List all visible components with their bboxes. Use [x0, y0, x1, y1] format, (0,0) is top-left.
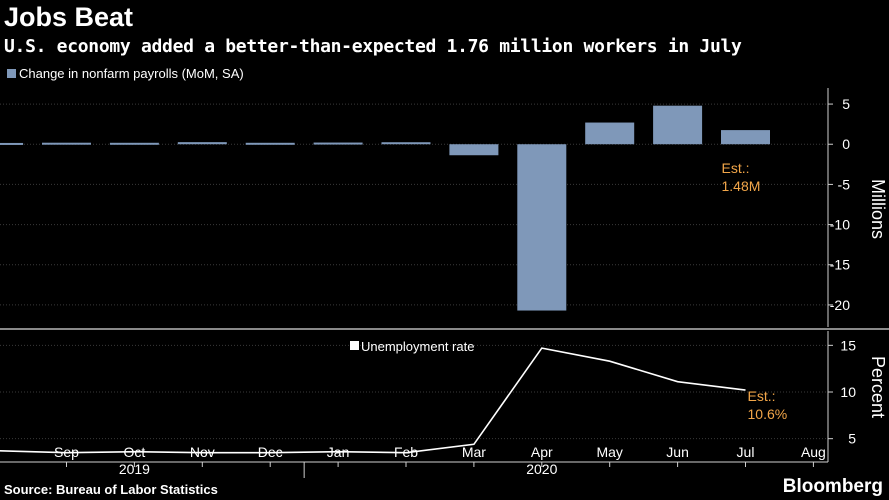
x-tick-label-jun: Jun [666, 444, 689, 460]
legend-label-payrolls: Change in nonfarm payrolls (MoM, SA) [19, 66, 244, 81]
bar-2019-08 [0, 142, 24, 145]
chart-subtitle: U.S. economy added a better-than-expecte… [4, 36, 742, 57]
x-year-label-2020: 2020 [526, 461, 557, 477]
bar-2020-06 [653, 105, 703, 145]
legend-label-unemployment: Unemployment rate [361, 339, 474, 354]
bar-2020-01 [313, 142, 363, 145]
x-tick-label-may: May [596, 444, 622, 460]
y-tick-label-top: 5 [842, 96, 850, 112]
y-tick-label-bottom: 5 [848, 431, 856, 447]
y-axis-title-bottom: Percent [868, 356, 888, 418]
x-tick-label-apr: Apr [531, 444, 553, 460]
bar-2020-05 [585, 122, 635, 145]
source-note: Source: Bureau of Labor Statistics [4, 482, 218, 497]
bar-2019-09 [42, 142, 91, 145]
y-tick-label-top: -5 [838, 176, 851, 192]
y-tick-label-top: -10 [830, 217, 850, 233]
annotation-payrolls-estimate: 1.48M [722, 178, 761, 194]
y-tick-label-top: 0 [842, 136, 850, 152]
x-tick-label-oct: Oct [124, 444, 146, 460]
bar-2020-03 [449, 144, 499, 156]
annotation-unemployment-estimate: 10.6% [748, 406, 788, 422]
x-year-label-2019: 2019 [119, 461, 150, 477]
x-tick-label-sep: Sep [54, 444, 79, 460]
bar-2020-07 [721, 130, 770, 145]
y-tick-label-top: -15 [830, 257, 850, 273]
bar-2020-02 [381, 142, 431, 145]
bar-2020-04 [517, 144, 567, 311]
unemployment-line [0, 347, 746, 454]
x-tick-label-feb: Feb [394, 444, 418, 460]
y-tick-label-bottom: 10 [840, 384, 856, 400]
bloomberg-logo: Bloomberg [782, 476, 883, 497]
y-tick-label-bottom: 15 [840, 337, 856, 353]
x-tick-label-aug: Aug [801, 444, 826, 460]
x-tick-label-jul: Jul [737, 444, 755, 460]
legend-swatch-payrolls [7, 69, 16, 78]
x-tick-label-nov: Nov [190, 444, 215, 460]
bar-2019-12 [245, 142, 295, 145]
x-tick-label-dec: Dec [258, 444, 283, 460]
annotation-payrolls-estimate: Est.: [722, 160, 750, 176]
x-tick-label-jan: Jan [327, 444, 350, 460]
y-axis-title-top: Millions [868, 179, 888, 239]
bar-2019-10 [109, 142, 159, 145]
chart-title: Jobs Beat [4, 2, 134, 32]
legend-swatch-unemployment [350, 341, 359, 350]
y-tick-label-top: -20 [830, 297, 850, 313]
bar-2019-11 [177, 142, 227, 145]
x-tick-label-mar: Mar [462, 444, 486, 460]
annotation-unemployment-estimate: Est.: [748, 388, 776, 404]
